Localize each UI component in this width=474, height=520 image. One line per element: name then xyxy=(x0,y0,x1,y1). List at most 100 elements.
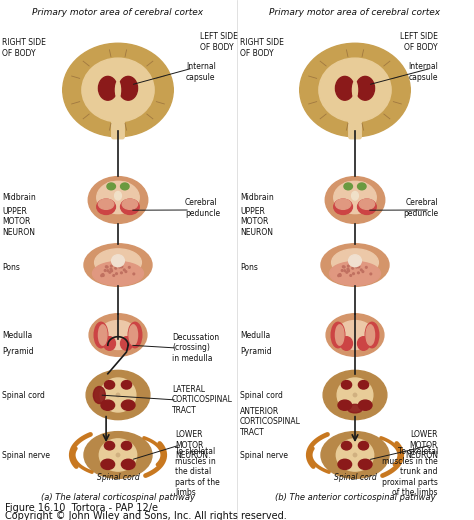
Text: Pons: Pons xyxy=(2,264,20,272)
Text: Figure 16.10  Tortora - PAP 12/e: Figure 16.10 Tortora - PAP 12/e xyxy=(5,503,158,513)
Ellipse shape xyxy=(339,275,341,276)
Ellipse shape xyxy=(343,266,345,268)
Ellipse shape xyxy=(356,76,374,100)
Ellipse shape xyxy=(156,84,173,96)
Ellipse shape xyxy=(101,275,102,277)
Ellipse shape xyxy=(135,51,148,62)
Ellipse shape xyxy=(97,181,139,214)
Text: Spinal cord: Spinal cord xyxy=(334,474,376,483)
Ellipse shape xyxy=(347,405,363,413)
Ellipse shape xyxy=(358,266,359,268)
Ellipse shape xyxy=(336,325,344,345)
Ellipse shape xyxy=(334,181,376,214)
Ellipse shape xyxy=(151,66,166,76)
Ellipse shape xyxy=(365,266,367,268)
Ellipse shape xyxy=(111,270,112,271)
Ellipse shape xyxy=(356,182,368,192)
Ellipse shape xyxy=(307,66,322,76)
Text: Internal
capsule: Internal capsule xyxy=(408,62,438,82)
Ellipse shape xyxy=(88,177,148,224)
Text: Primary motor area of cerebral cortex: Primary motor area of cerebral cortex xyxy=(32,8,203,17)
Ellipse shape xyxy=(84,244,152,286)
Ellipse shape xyxy=(357,272,359,274)
Ellipse shape xyxy=(353,273,355,275)
Ellipse shape xyxy=(133,273,135,275)
FancyBboxPatch shape xyxy=(349,113,361,139)
Ellipse shape xyxy=(99,320,137,349)
Ellipse shape xyxy=(121,400,135,410)
Text: Spinal cord: Spinal cord xyxy=(97,474,139,483)
Text: LATERAL
CORTICOSPINAL
TRACT: LATERAL CORTICOSPINAL TRACT xyxy=(172,385,233,415)
Ellipse shape xyxy=(353,393,357,397)
Ellipse shape xyxy=(319,58,391,122)
Ellipse shape xyxy=(63,84,80,96)
Text: Cerebral
peduncle: Cerebral peduncle xyxy=(185,198,220,218)
Ellipse shape xyxy=(99,76,117,100)
Ellipse shape xyxy=(334,199,353,214)
Ellipse shape xyxy=(358,400,372,410)
Text: Midbrain: Midbrain xyxy=(240,193,274,202)
Ellipse shape xyxy=(336,439,374,471)
Ellipse shape xyxy=(120,265,122,266)
Ellipse shape xyxy=(102,274,104,276)
Ellipse shape xyxy=(336,73,374,98)
Ellipse shape xyxy=(358,459,372,470)
Ellipse shape xyxy=(357,199,376,214)
Ellipse shape xyxy=(95,249,141,276)
Ellipse shape xyxy=(107,183,116,190)
Ellipse shape xyxy=(353,82,357,98)
Ellipse shape xyxy=(103,337,116,350)
Ellipse shape xyxy=(360,269,362,271)
Ellipse shape xyxy=(129,325,137,345)
Text: ANTERIOR
CORTICOSPINAL
TRACT: ANTERIOR CORTICOSPINAL TRACT xyxy=(240,407,301,437)
Ellipse shape xyxy=(372,118,385,128)
Ellipse shape xyxy=(347,270,349,271)
Ellipse shape xyxy=(300,84,317,96)
Ellipse shape xyxy=(113,275,115,276)
Ellipse shape xyxy=(372,51,385,62)
Ellipse shape xyxy=(307,103,322,115)
Ellipse shape xyxy=(338,459,352,470)
Ellipse shape xyxy=(82,58,154,122)
Ellipse shape xyxy=(336,199,351,210)
Ellipse shape xyxy=(121,381,132,389)
Ellipse shape xyxy=(393,84,410,96)
Ellipse shape xyxy=(388,66,403,76)
Ellipse shape xyxy=(105,266,107,268)
Text: Internal
capsule: Internal capsule xyxy=(186,62,216,82)
Ellipse shape xyxy=(115,191,121,200)
Ellipse shape xyxy=(101,274,103,276)
Ellipse shape xyxy=(120,337,132,350)
Ellipse shape xyxy=(106,266,108,268)
Ellipse shape xyxy=(348,270,349,271)
Ellipse shape xyxy=(120,183,129,190)
Text: UPPER
MOTOR
NEURON: UPPER MOTOR NEURON xyxy=(240,207,273,237)
Ellipse shape xyxy=(110,270,112,271)
Ellipse shape xyxy=(104,381,115,389)
Ellipse shape xyxy=(362,271,364,272)
Ellipse shape xyxy=(353,453,357,457)
Ellipse shape xyxy=(321,244,389,286)
Ellipse shape xyxy=(128,266,130,268)
Ellipse shape xyxy=(325,177,385,224)
Ellipse shape xyxy=(100,378,136,412)
Text: Primary motor area of cerebral cortex: Primary motor area of cerebral cortex xyxy=(269,8,440,17)
Text: Midbrain: Midbrain xyxy=(2,193,36,202)
Ellipse shape xyxy=(325,118,338,128)
Ellipse shape xyxy=(122,199,137,210)
Ellipse shape xyxy=(104,441,115,450)
Ellipse shape xyxy=(123,269,125,271)
Ellipse shape xyxy=(116,82,120,98)
Ellipse shape xyxy=(88,51,101,62)
Ellipse shape xyxy=(357,337,369,350)
Text: RIGHT SIDE
OF BODY: RIGHT SIDE OF BODY xyxy=(2,38,46,58)
Ellipse shape xyxy=(151,103,166,115)
Ellipse shape xyxy=(121,266,123,267)
Text: Medulla: Medulla xyxy=(2,331,32,340)
Text: Pyramid: Pyramid xyxy=(240,347,272,357)
Ellipse shape xyxy=(357,265,359,266)
Ellipse shape xyxy=(104,270,106,271)
Ellipse shape xyxy=(86,370,150,420)
Ellipse shape xyxy=(338,400,352,410)
Ellipse shape xyxy=(365,322,379,348)
